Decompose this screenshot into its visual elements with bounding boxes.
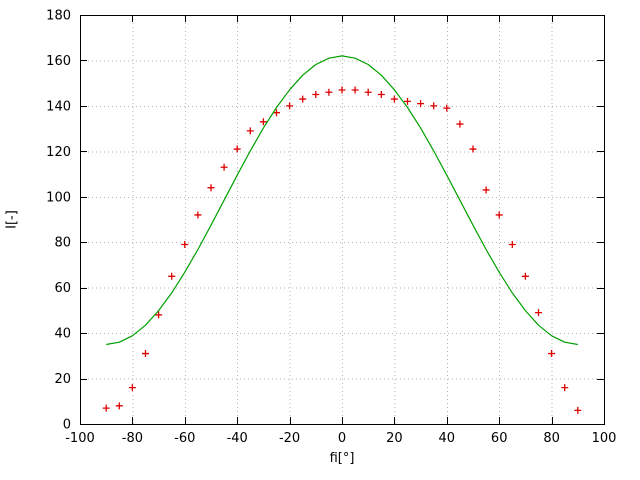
data-point-marker [495, 211, 503, 219]
y-tick-label: 120 [46, 145, 71, 160]
data-point-marker [168, 272, 176, 280]
data-point-marker [181, 240, 189, 248]
x-tick-label: 100 [592, 431, 617, 446]
x-tick-label: -100 [65, 431, 95, 446]
data-point-marker [508, 240, 516, 248]
y-tick-label: 0 [63, 418, 71, 433]
data-point-marker [548, 350, 556, 358]
data-point-marker [259, 118, 267, 126]
x-tick-label: -60 [174, 431, 195, 446]
data-point-marker [312, 91, 320, 99]
data-point-marker [233, 145, 241, 153]
y-tick-label: 100 [46, 190, 71, 205]
y-tick-label: 40 [54, 327, 71, 342]
data-point-marker [142, 350, 149, 358]
data-point-marker [325, 88, 333, 96]
data-point-marker [535, 309, 542, 317]
data-point-marker [377, 91, 385, 99]
y-axis-label: I[-] [4, 210, 20, 229]
y-tick-label: 80 [54, 236, 71, 251]
model-curve-line [106, 55, 578, 346]
x-tick-label: -40 [227, 431, 248, 446]
x-tick-label: -20 [279, 431, 300, 446]
y-tick-label: 20 [54, 372, 71, 387]
data-point-marker [351, 86, 359, 94]
y-tick-label: 60 [54, 281, 71, 296]
data-point-marker [155, 311, 163, 319]
x-tick-label: 40 [439, 431, 456, 446]
data-point-marker [220, 163, 228, 171]
x-tick-label: -80 [122, 431, 143, 446]
data-point-marker [364, 88, 372, 96]
data-point-marker [207, 184, 215, 192]
x-tick-label: 0 [338, 431, 346, 446]
data-point-marker [246, 127, 254, 135]
data-point-marker [102, 404, 110, 412]
data-point-marker [273, 109, 280, 117]
data-point-marker [338, 86, 346, 94]
data-point-marker [430, 102, 438, 110]
data-point-marker [417, 100, 425, 108]
data-point-marker [574, 406, 582, 414]
data-point-marker [299, 95, 307, 103]
x-tick-label: 80 [543, 431, 560, 446]
data-point-marker [390, 95, 398, 103]
data-point-marker [404, 97, 411, 105]
data-point-marker [286, 102, 294, 110]
y-tick-label: 160 [46, 54, 71, 69]
y-tick-label: 140 [46, 99, 71, 114]
data-point-marker [482, 186, 490, 194]
data-point-marker [194, 211, 202, 219]
data-point-marker [561, 384, 569, 392]
data-point-marker [443, 104, 451, 112]
x-tick-label: 60 [491, 431, 508, 446]
data-point-marker [115, 402, 123, 410]
data-point-marker [521, 272, 529, 280]
x-tick-label: 20 [386, 431, 403, 446]
data-point-marker [469, 145, 477, 153]
data-point-marker [128, 384, 136, 392]
y-tick-label: 180 [46, 9, 71, 24]
data-point-marker [456, 120, 464, 128]
x-axis-label: fi[°] [329, 451, 355, 466]
